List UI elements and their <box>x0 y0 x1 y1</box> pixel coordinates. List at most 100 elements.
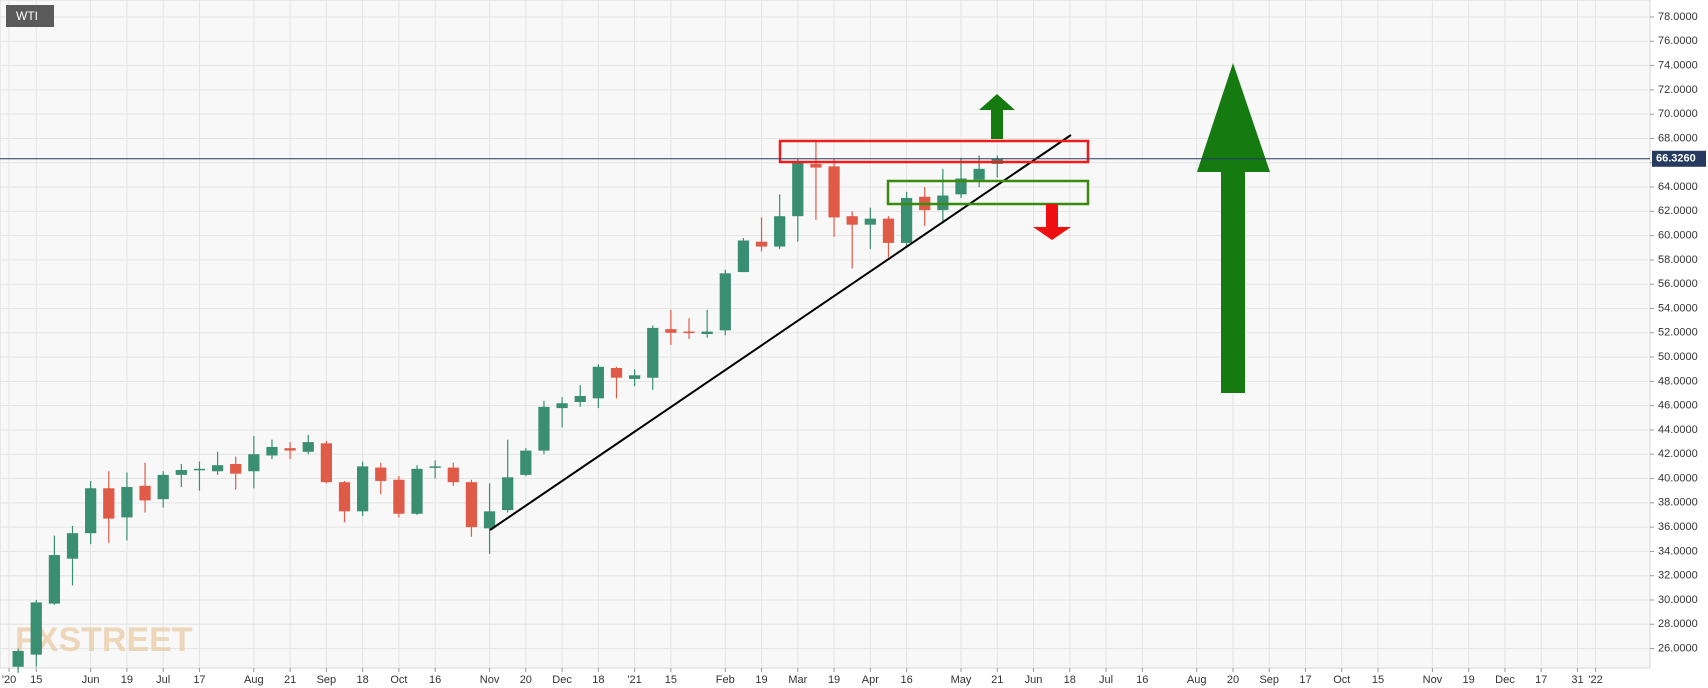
down-arrow <box>1033 204 1071 240</box>
symbol-badge: WTI <box>6 5 54 27</box>
y-tick-label: 54.0000 <box>1658 302 1698 314</box>
x-tick-label: 19 <box>755 674 767 686</box>
y-tick-label: 78.0000 <box>1658 11 1698 23</box>
x-tick-label: Apr <box>862 674 879 686</box>
candle-body <box>175 470 187 475</box>
x-tick-label: 20 <box>520 674 532 686</box>
candle-body <box>193 468 206 471</box>
candle-body <box>502 477 514 511</box>
x-tick-label: May <box>951 674 972 686</box>
y-tick-label: 52.0000 <box>1658 327 1698 339</box>
y-tick-label: 30.0000 <box>1658 594 1698 606</box>
candle-body <box>357 466 369 512</box>
candle-body <box>538 406 550 451</box>
x-tick-label: 17 <box>1299 674 1311 686</box>
candle-body <box>248 454 260 472</box>
x-tick-label: 15 <box>1372 674 1384 686</box>
y-tick-label: 62.0000 <box>1658 205 1698 217</box>
y-tick-label: 32.0000 <box>1658 570 1698 582</box>
x-tick-label: Jul <box>156 674 170 686</box>
up-arrow-small <box>979 94 1015 139</box>
candle-body <box>375 467 387 481</box>
resistance-box <box>778 139 1090 164</box>
last-price-badge <box>1652 150 1706 167</box>
candle-body <box>628 375 641 379</box>
candle-body <box>592 366 604 399</box>
candle-body <box>864 218 876 225</box>
y-tick-label: 68.0000 <box>1658 132 1698 144</box>
candle-body <box>483 511 496 529</box>
candle-body <box>973 168 985 180</box>
y-tick-label: 64.0000 <box>1658 181 1698 193</box>
x-tick-label: 15 <box>665 674 677 686</box>
annotations <box>489 63 1270 531</box>
badge <box>6 5 54 27</box>
x-tick-label: Oct <box>1333 674 1350 686</box>
x-tick-label: 15 <box>30 674 42 686</box>
candle-body <box>737 240 750 273</box>
x-tick-label: 18 <box>1064 674 1076 686</box>
x-tick-label: Feb <box>716 674 735 686</box>
trend-line <box>489 134 1072 531</box>
candle-body <box>882 218 895 243</box>
x-tick-label: Dec <box>552 674 572 686</box>
x-tick-label: Mar <box>788 674 807 686</box>
x-tick-label: 16 <box>900 674 912 686</box>
candle-body <box>520 450 532 475</box>
candle-body <box>66 533 79 559</box>
candle-body <box>701 331 713 334</box>
y-tick-label: 36.0000 <box>1658 521 1698 533</box>
candle-body <box>12 650 24 667</box>
x-tick-label: '20 <box>2 674 16 686</box>
x-tick-label: 19 <box>828 674 840 686</box>
x-tick-label: Jul <box>1099 674 1113 686</box>
candle-body <box>610 368 623 378</box>
candle-body <box>338 482 351 512</box>
x-tick-label: Dec <box>1495 674 1515 686</box>
candle-body <box>792 161 804 217</box>
y-tick-label: 76.0000 <box>1658 35 1698 47</box>
up-arrow-large <box>1197 63 1270 393</box>
candle-body <box>955 178 967 195</box>
last-price-label: 66.3260 <box>1656 153 1696 165</box>
candle-body <box>48 555 61 604</box>
candle-body <box>574 395 586 403</box>
y-tick-label: 46.0000 <box>1658 400 1698 412</box>
x-tick-label: Sep <box>317 674 337 686</box>
grid <box>0 0 1650 668</box>
x-tick-label: Nov <box>480 674 500 686</box>
y-tick-label: 48.0000 <box>1658 375 1698 387</box>
x-tick-label: 18 <box>357 674 369 686</box>
candle-body <box>556 403 568 409</box>
candle-body <box>647 327 659 378</box>
x-tick-label: Sep <box>1259 674 1279 686</box>
candle-body <box>139 485 151 501</box>
candle-body <box>157 474 169 500</box>
y-tick-label: 70.0000 <box>1658 108 1698 120</box>
x-tick-label: Aug <box>1187 674 1207 686</box>
y-tick-label: 42.0000 <box>1658 448 1698 460</box>
candle-body <box>320 443 332 483</box>
x-tick-label: 16 <box>1136 674 1148 686</box>
y-tick-label: 72.0000 <box>1658 84 1698 96</box>
candle-body <box>810 163 822 168</box>
candle-body <box>30 602 42 655</box>
x-tick-label: 21 <box>991 674 1003 686</box>
x-tick-label: 21 <box>284 674 296 686</box>
y-tick-label: 74.0000 <box>1658 59 1698 71</box>
x-tick-label: 19 <box>121 674 133 686</box>
y-tick-label: 26.0000 <box>1658 642 1698 654</box>
y-tick-label: 60.0000 <box>1658 230 1698 242</box>
y-tick-label: 40.0000 <box>1658 472 1698 484</box>
candle-body <box>85 488 97 534</box>
y-tick-label: 58.0000 <box>1658 254 1698 266</box>
plot-area <box>0 0 1651 669</box>
candle-body <box>665 329 677 333</box>
x-tick-label: 20 <box>1227 674 1239 686</box>
y-tick-label: 56.0000 <box>1658 278 1698 290</box>
x-tick-label: 18 <box>592 674 604 686</box>
axes: 26.0000 28.0000 30.0000 32.0000 34.0000 36.00… <box>0 11 1706 686</box>
watermark: FXSTREET <box>15 621 193 659</box>
y-tick-label: 34.0000 <box>1658 545 1698 557</box>
